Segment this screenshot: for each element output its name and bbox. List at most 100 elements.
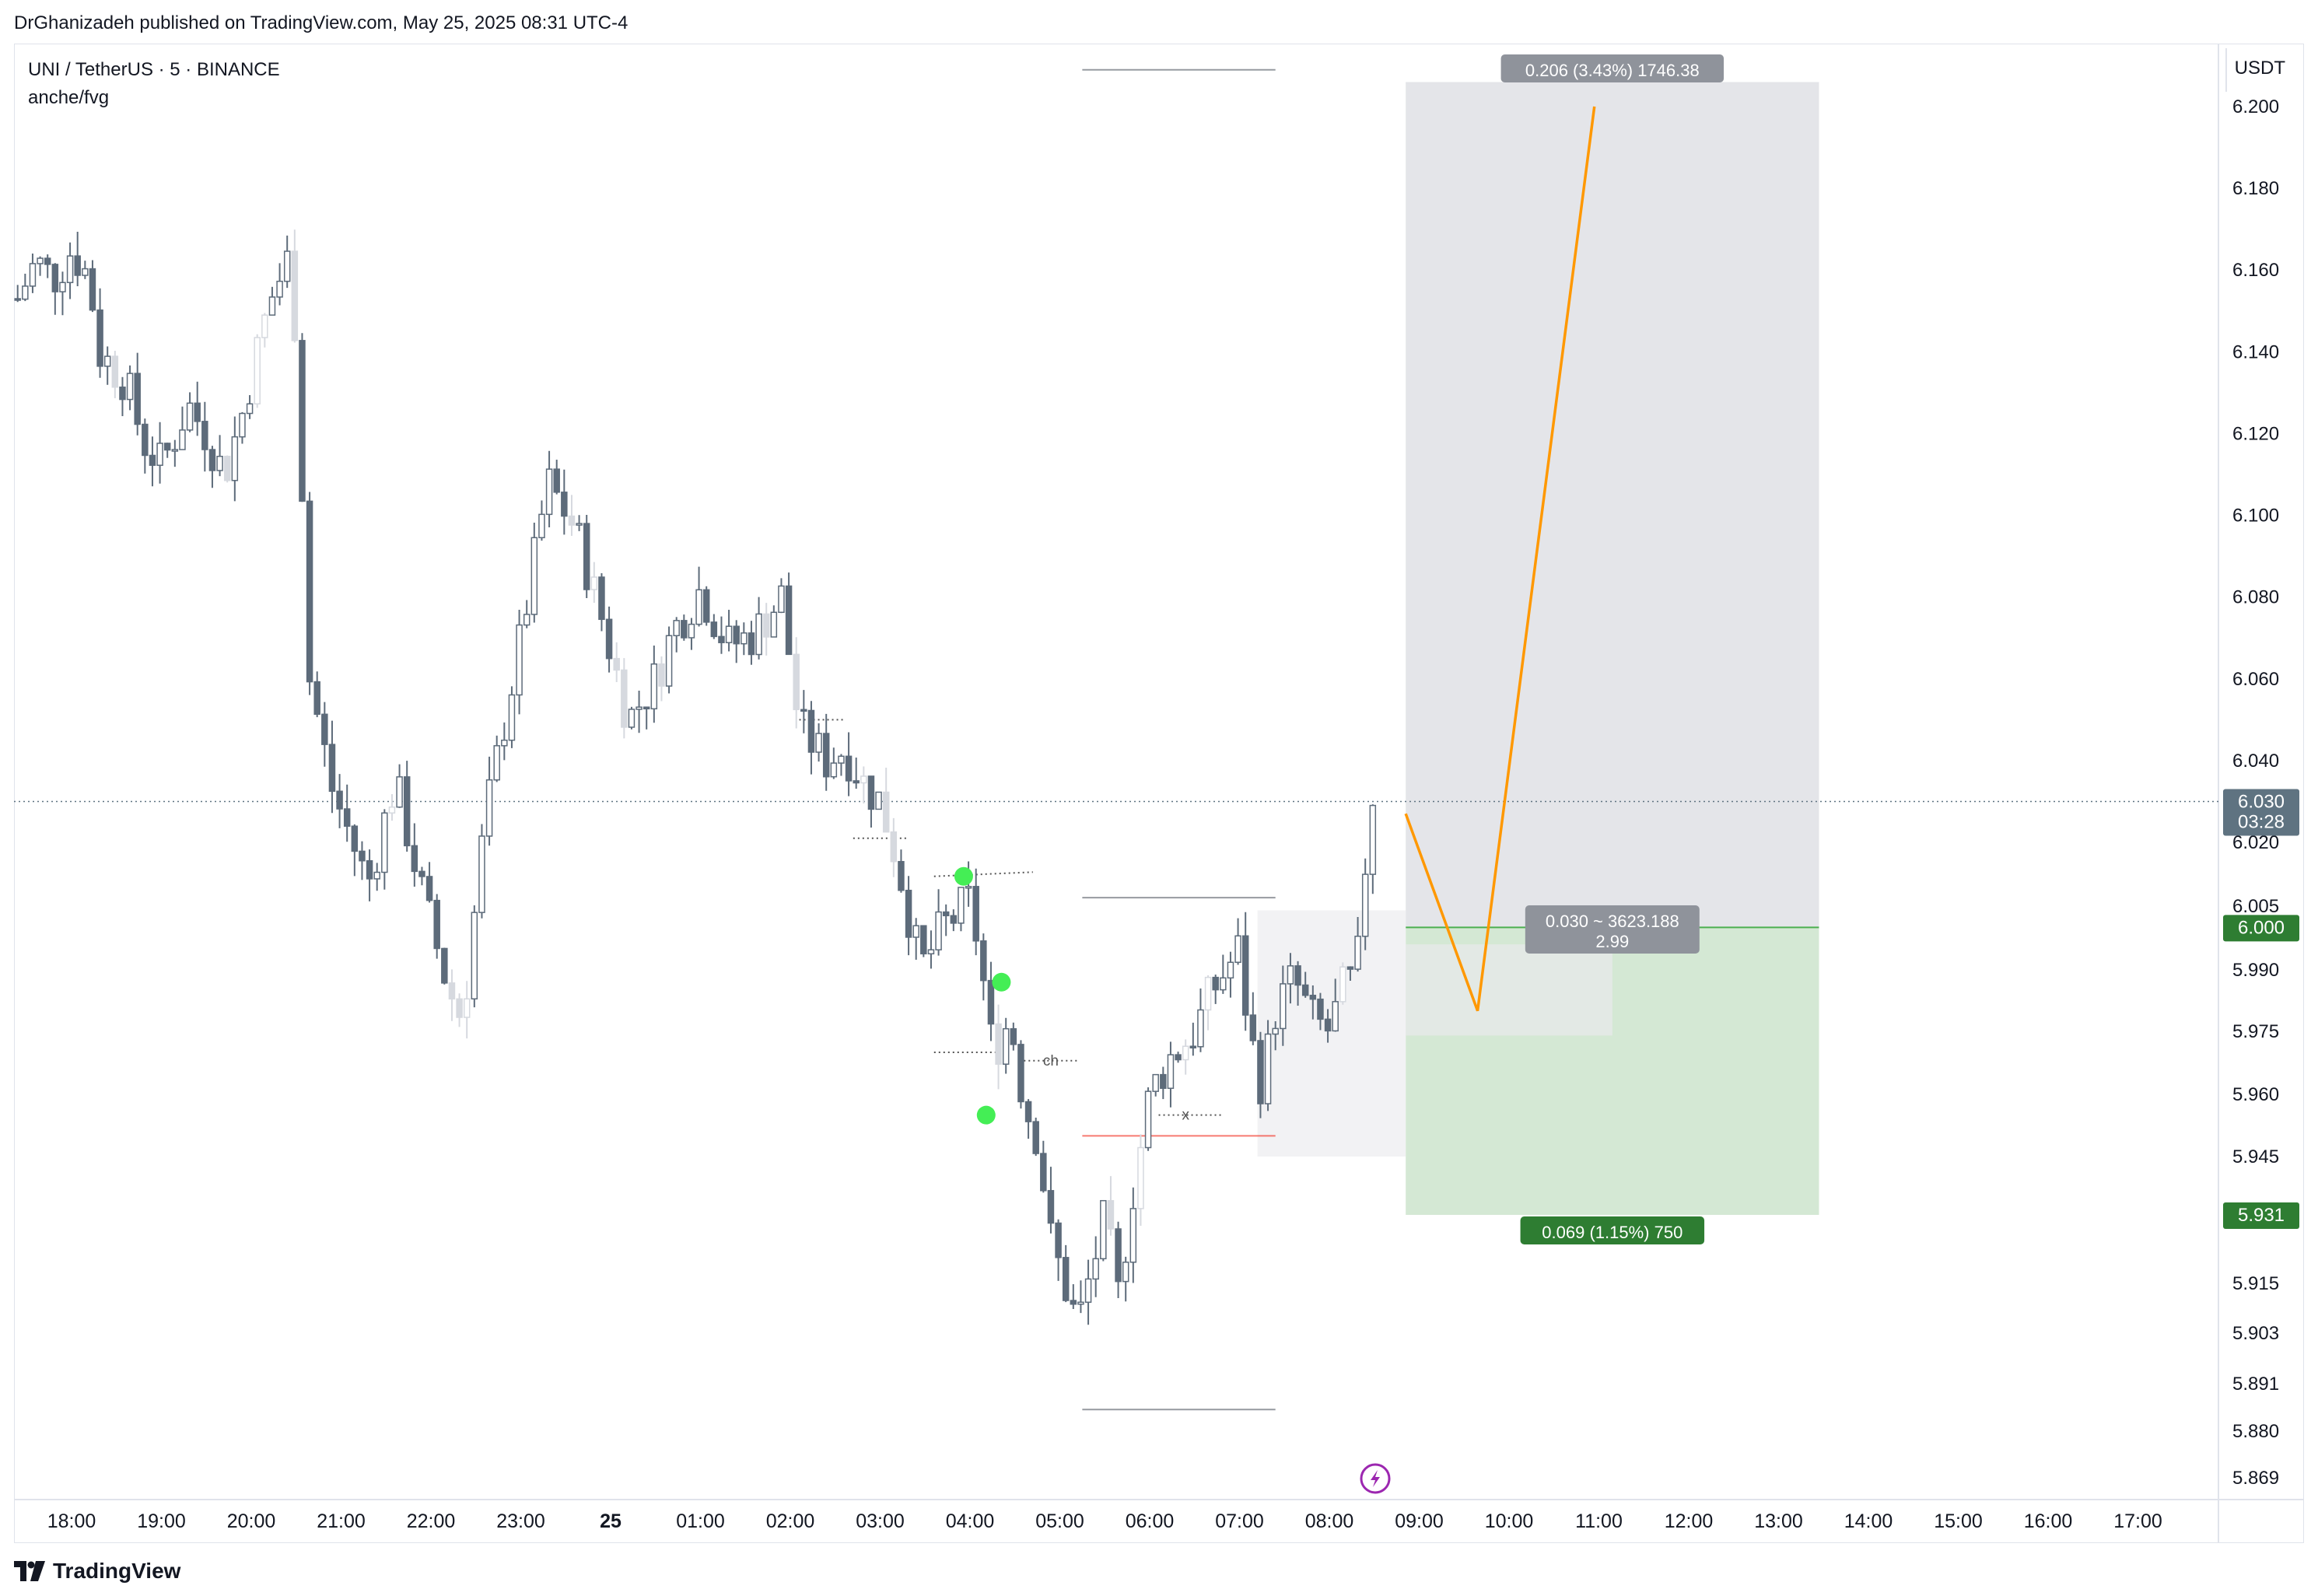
candle[interactable] — [239, 412, 246, 438]
candle[interactable] — [681, 620, 688, 639]
candle[interactable] — [37, 257, 44, 264]
candle[interactable] — [246, 403, 254, 415]
candle[interactable] — [1234, 935, 1241, 963]
candle[interactable] — [1257, 1040, 1264, 1104]
price-axis-unit[interactable]: USDT — [2235, 58, 2286, 79]
candle[interactable] — [186, 402, 194, 431]
candle[interactable] — [1032, 1121, 1039, 1154]
candle[interactable] — [1122, 1262, 1129, 1283]
candle[interactable] — [1272, 1027, 1279, 1035]
candle[interactable] — [553, 468, 560, 493]
candle[interactable] — [156, 443, 163, 466]
candle[interactable] — [119, 387, 126, 401]
candle[interactable] — [306, 500, 313, 683]
candle[interactable] — [456, 998, 463, 1018]
candle[interactable] — [636, 706, 643, 710]
candle[interactable] — [1197, 1009, 1204, 1048]
candle[interactable] — [1339, 966, 1346, 1003]
candle[interactable] — [800, 709, 807, 712]
candle[interactable] — [351, 825, 359, 852]
candle[interactable] — [343, 808, 351, 827]
candle[interactable] — [965, 886, 972, 889]
candle[interactable] — [1212, 976, 1219, 991]
candle[interactable] — [276, 280, 283, 298]
candle[interactable] — [163, 443, 171, 451]
candle[interactable] — [688, 623, 695, 639]
candle[interactable] — [223, 456, 231, 481]
candle[interactable] — [66, 255, 74, 284]
candle[interactable] — [299, 340, 306, 502]
candle[interactable] — [51, 264, 59, 292]
candle[interactable] — [1294, 965, 1301, 986]
candle[interactable] — [216, 456, 223, 471]
candle[interactable] — [313, 681, 320, 716]
candle[interactable] — [142, 423, 149, 457]
candle[interactable] — [44, 257, 51, 265]
candle[interactable] — [621, 669, 628, 728]
candle[interactable] — [905, 889, 912, 938]
candle[interactable] — [268, 296, 276, 316]
candle[interactable] — [702, 589, 710, 623]
candle[interactable] — [321, 713, 328, 745]
candle[interactable] — [605, 618, 613, 660]
candle[interactable] — [1137, 1146, 1144, 1209]
candle[interactable] — [942, 911, 950, 917]
candle[interactable] — [1317, 998, 1324, 1020]
candle[interactable] — [96, 309, 103, 367]
candle[interactable] — [336, 790, 343, 810]
candle[interactable] — [396, 776, 403, 808]
candle[interactable] — [231, 436, 239, 481]
candle[interactable] — [778, 585, 785, 614]
candle[interactable] — [695, 589, 702, 625]
candle[interactable] — [448, 982, 456, 1000]
candle[interactable] — [882, 791, 890, 833]
candle[interactable] — [111, 355, 119, 388]
candle[interactable] — [501, 739, 508, 747]
candle[interactable] — [291, 250, 299, 341]
candle[interactable] — [583, 523, 590, 590]
candle[interactable] — [725, 625, 733, 643]
candle[interactable] — [403, 776, 411, 847]
candle[interactable] — [1249, 1014, 1257, 1041]
candle[interactable] — [762, 613, 770, 638]
candle[interactable] — [658, 663, 665, 687]
candle[interactable] — [920, 925, 927, 955]
candle[interactable] — [710, 621, 718, 638]
candle[interactable] — [1369, 804, 1377, 875]
candle[interactable] — [22, 285, 29, 300]
candle[interactable] — [1062, 1257, 1070, 1301]
candle[interactable] — [845, 755, 853, 782]
candle[interactable] — [822, 733, 830, 778]
candle[interactable] — [1332, 1001, 1339, 1032]
candle[interactable] — [1152, 1073, 1159, 1092]
candle[interactable] — [807, 709, 815, 753]
candle[interactable] — [643, 706, 650, 710]
candle[interactable] — [1070, 1300, 1077, 1305]
candle[interactable] — [568, 515, 576, 526]
candle[interactable] — [1354, 936, 1361, 970]
candle[interactable] — [359, 850, 366, 862]
candle[interactable] — [1264, 1033, 1272, 1104]
fvg-marker[interactable] — [992, 972, 1011, 992]
candle[interactable] — [381, 812, 388, 873]
candle[interactable] — [538, 513, 545, 539]
candle[interactable] — [665, 635, 673, 687]
candle[interactable] — [254, 337, 261, 404]
candle[interactable] — [149, 454, 156, 466]
candle[interactable] — [1189, 1045, 1197, 1048]
candle[interactable] — [912, 925, 919, 938]
candle[interactable] — [598, 576, 605, 621]
candle[interactable] — [1175, 1054, 1182, 1061]
candle[interactable] — [29, 263, 37, 287]
candle[interactable] — [748, 632, 755, 656]
fvg-marker[interactable] — [954, 866, 973, 886]
candle[interactable] — [471, 912, 478, 1000]
candle[interactable] — [867, 775, 875, 810]
candle[interactable] — [1144, 1090, 1152, 1149]
candle[interactable] — [987, 979, 995, 1025]
candle[interactable] — [950, 915, 958, 924]
symbol-title[interactable]: UNI / TetherUS · 5 · BINANCE — [28, 59, 280, 80]
candle[interactable] — [1167, 1054, 1175, 1089]
candle[interactable] — [1115, 1228, 1122, 1283]
